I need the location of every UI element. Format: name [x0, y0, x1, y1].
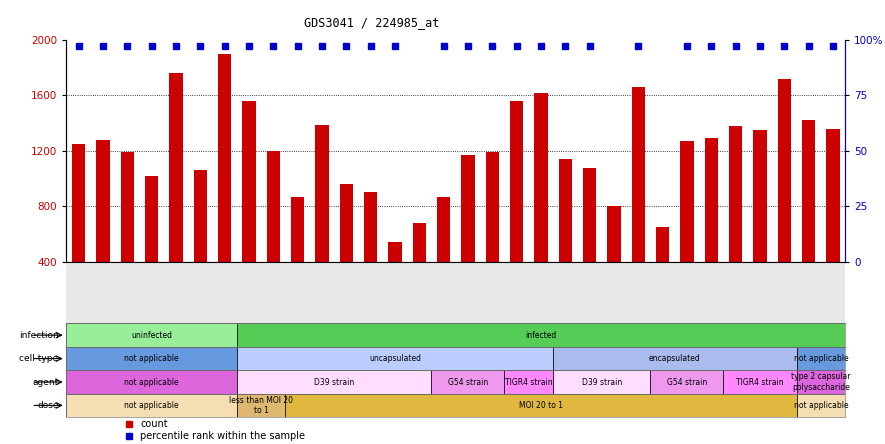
Bar [729, 126, 743, 262]
Bar [535, 93, 548, 262]
Bar [827, 129, 840, 262]
Bar [237, 347, 553, 370]
Bar [412, 223, 426, 262]
Text: not applicable: not applicable [794, 401, 848, 410]
Text: MOI 20 to 1: MOI 20 to 1 [519, 401, 563, 410]
Text: dose: dose [37, 401, 58, 410]
Text: not applicable: not applicable [124, 401, 179, 410]
Bar [291, 197, 304, 262]
Text: D39 strain: D39 strain [314, 377, 354, 386]
Bar [778, 79, 791, 262]
Text: infected: infected [526, 331, 557, 340]
Text: not applicable: not applicable [794, 354, 848, 363]
Bar [96, 140, 110, 262]
Bar [486, 152, 499, 262]
Bar [796, 394, 845, 417]
Text: uncapsulated: uncapsulated [369, 354, 421, 363]
Bar [145, 176, 158, 262]
Bar [796, 347, 845, 370]
Bar [315, 125, 328, 262]
Text: G54 strain: G54 strain [667, 377, 707, 386]
Text: count: count [141, 419, 168, 429]
Bar [607, 206, 620, 262]
Bar [285, 394, 797, 417]
Bar [437, 197, 450, 262]
Bar [802, 120, 815, 262]
Bar [66, 394, 237, 417]
Text: not applicable: not applicable [124, 377, 179, 386]
Text: TIGR4 strain: TIGR4 strain [736, 377, 784, 386]
Bar [583, 167, 596, 262]
Text: agent: agent [33, 377, 58, 386]
Bar [704, 139, 718, 262]
Bar [72, 144, 85, 262]
Bar [237, 370, 432, 394]
Bar [632, 87, 645, 262]
Text: percentile rank within the sample: percentile rank within the sample [141, 431, 305, 440]
Bar [681, 141, 694, 262]
Bar [120, 152, 134, 262]
Text: D39 strain: D39 strain [581, 377, 622, 386]
Bar [650, 370, 724, 394]
Text: encapsulated: encapsulated [649, 354, 701, 363]
Bar [796, 370, 845, 394]
Bar [66, 347, 237, 370]
Text: G54 strain: G54 strain [448, 377, 488, 386]
Bar [656, 227, 669, 262]
Bar [266, 151, 280, 262]
Bar [553, 370, 650, 394]
Bar [66, 370, 237, 394]
Bar [242, 101, 256, 262]
Text: TIGR4 strain: TIGR4 strain [505, 377, 552, 386]
Bar [510, 101, 523, 262]
Bar [724, 370, 796, 394]
Text: type 2 capsular
polysaccharide: type 2 capsular polysaccharide [791, 373, 850, 392]
Bar [753, 130, 766, 262]
Bar [218, 54, 231, 262]
Bar [169, 73, 182, 262]
Bar [553, 347, 796, 370]
Bar [194, 170, 207, 262]
Bar [340, 184, 353, 262]
Bar [237, 323, 845, 347]
Bar [461, 155, 474, 262]
Text: not applicable: not applicable [124, 354, 179, 363]
Bar [389, 242, 402, 262]
Text: uninfected: uninfected [131, 331, 172, 340]
Bar [558, 159, 572, 262]
Text: cell type: cell type [19, 354, 58, 363]
Bar [364, 193, 377, 262]
Bar [504, 370, 553, 394]
Bar [237, 394, 286, 417]
Text: infection: infection [19, 331, 58, 340]
Bar [431, 370, 504, 394]
Text: GDS3041 / 224985_at: GDS3041 / 224985_at [304, 16, 439, 28]
Bar [66, 323, 237, 347]
Text: less than MOI 20
to 1: less than MOI 20 to 1 [229, 396, 293, 415]
